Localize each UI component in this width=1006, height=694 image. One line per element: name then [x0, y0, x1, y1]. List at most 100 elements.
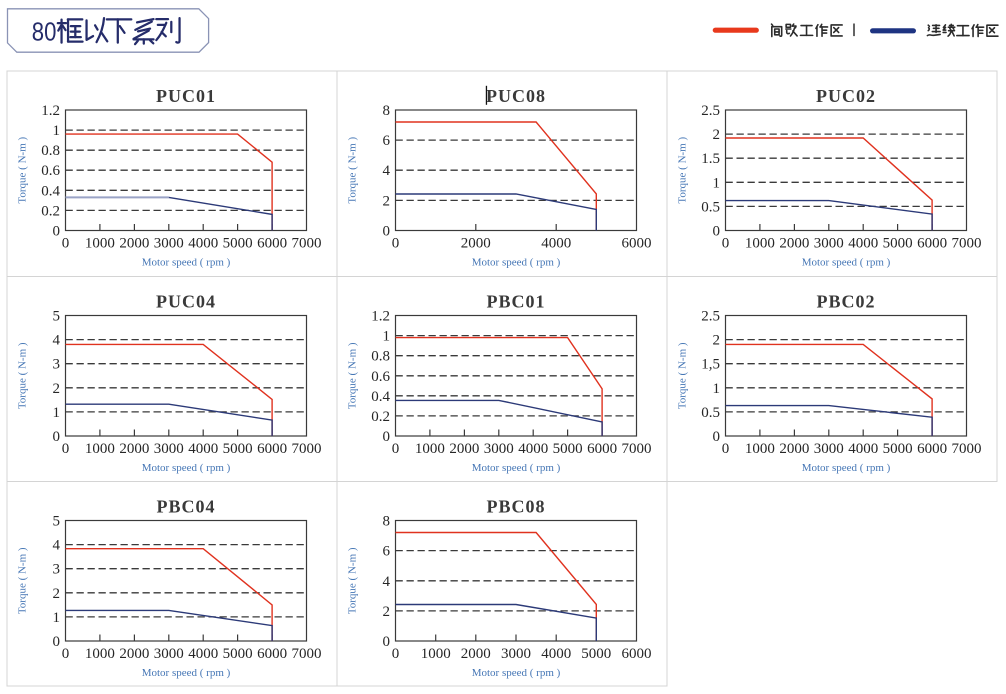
- svg-text:2000: 2000: [461, 235, 491, 251]
- svg-text:4000: 4000: [188, 235, 218, 251]
- svg-text:8: 8: [383, 514, 391, 530]
- svg-text:0.8: 0.8: [41, 143, 60, 159]
- svg-text:6000: 6000: [917, 441, 947, 457]
- svg-text:6000: 6000: [622, 235, 652, 251]
- svg-text:PUC08: PUC08: [486, 86, 546, 106]
- svg-text:3000: 3000: [154, 441, 184, 457]
- svg-text:1.2: 1.2: [371, 309, 390, 325]
- svg-text:Torque ( N-m ): Torque ( N-m ): [347, 547, 359, 614]
- svg-text:Motor speed ( rpm ): Motor speed ( rpm ): [142, 462, 231, 474]
- svg-text:5000: 5000: [223, 441, 253, 457]
- svg-text:4000: 4000: [188, 646, 218, 662]
- svg-text:PBC01: PBC01: [487, 291, 546, 311]
- svg-text:7000: 7000: [292, 235, 322, 251]
- svg-text:1000: 1000: [745, 441, 775, 457]
- svg-text:3: 3: [53, 357, 61, 373]
- svg-text:4000: 4000: [518, 441, 548, 457]
- svg-text:0: 0: [722, 235, 730, 251]
- svg-text:5000: 5000: [223, 235, 253, 251]
- svg-text:0: 0: [62, 441, 70, 457]
- svg-text:2: 2: [383, 193, 391, 209]
- svg-text:80: 80: [32, 16, 57, 46]
- svg-text:8: 8: [383, 103, 391, 119]
- svg-text:6: 6: [383, 133, 391, 149]
- svg-text:4000: 4000: [541, 646, 571, 662]
- svg-text:5000: 5000: [883, 441, 913, 457]
- svg-text:3000: 3000: [484, 441, 514, 457]
- svg-text:0: 0: [722, 441, 730, 457]
- svg-text:4000: 4000: [541, 235, 571, 251]
- svg-text:0: 0: [383, 224, 391, 240]
- svg-text:Torque ( N-m ): Torque ( N-m ): [17, 137, 29, 204]
- svg-text:Motor speed ( rpm ): Motor speed ( rpm ): [472, 257, 561, 269]
- svg-text:7000: 7000: [292, 646, 322, 662]
- svg-text:2000: 2000: [461, 646, 491, 662]
- svg-text:3000: 3000: [154, 646, 184, 662]
- svg-text:4: 4: [53, 538, 61, 554]
- svg-text:5: 5: [53, 514, 61, 530]
- svg-text:5: 5: [53, 309, 61, 325]
- svg-text:6000: 6000: [622, 646, 652, 662]
- svg-text:3000: 3000: [154, 235, 184, 251]
- svg-text:Torque ( N-m ): Torque ( N-m ): [17, 342, 29, 409]
- svg-text:0.8: 0.8: [371, 349, 390, 365]
- svg-text:Motor speed ( rpm ): Motor speed ( rpm ): [142, 257, 231, 269]
- svg-text:Torque ( N-m ): Torque ( N-m ): [347, 137, 359, 204]
- svg-text:4: 4: [383, 574, 391, 590]
- svg-text:3: 3: [53, 562, 61, 578]
- svg-text:6: 6: [383, 544, 391, 560]
- svg-text:0: 0: [383, 429, 391, 445]
- svg-text:2000: 2000: [449, 441, 479, 457]
- svg-text:1000: 1000: [85, 235, 115, 251]
- svg-text:2000: 2000: [779, 235, 809, 251]
- svg-text:5000: 5000: [581, 646, 611, 662]
- svg-text:5000: 5000: [553, 441, 583, 457]
- svg-text:1000: 1000: [745, 235, 775, 251]
- svg-text:2: 2: [53, 381, 61, 397]
- svg-text:0: 0: [392, 441, 400, 457]
- svg-text:PBC08: PBC08: [487, 496, 546, 516]
- svg-text:2000: 2000: [119, 441, 149, 457]
- svg-text:0.6: 0.6: [371, 369, 390, 385]
- svg-text:0.4: 0.4: [41, 183, 60, 199]
- svg-text:0: 0: [62, 235, 70, 251]
- svg-text:2000: 2000: [779, 441, 809, 457]
- svg-text:1000: 1000: [421, 646, 451, 662]
- svg-text:6000: 6000: [257, 235, 287, 251]
- svg-text:1: 1: [53, 405, 61, 421]
- svg-text:7000: 7000: [952, 235, 982, 251]
- svg-text:Torque ( N-m ): Torque ( N-m ): [677, 137, 689, 204]
- svg-text:PUC04: PUC04: [156, 291, 216, 311]
- svg-text:2: 2: [713, 127, 721, 143]
- svg-text:5000: 5000: [883, 235, 913, 251]
- svg-text:Motor speed ( rpm ): Motor speed ( rpm ): [472, 667, 561, 679]
- svg-text:2000: 2000: [119, 235, 149, 251]
- svg-text:4: 4: [383, 163, 391, 179]
- svg-text:7000: 7000: [292, 441, 322, 457]
- svg-text:1: 1: [713, 175, 721, 191]
- svg-text:4000: 4000: [188, 441, 218, 457]
- svg-text:1000: 1000: [415, 441, 445, 457]
- svg-text:PUC02: PUC02: [816, 86, 876, 106]
- svg-text:Motor speed ( rpm ): Motor speed ( rpm ): [802, 257, 891, 269]
- svg-text:0: 0: [713, 429, 721, 445]
- svg-text:1: 1: [53, 123, 61, 139]
- svg-text:6000: 6000: [257, 646, 287, 662]
- svg-text:1.2: 1.2: [41, 103, 60, 119]
- svg-text:2000: 2000: [119, 646, 149, 662]
- svg-text:0: 0: [53, 224, 61, 240]
- svg-text:Motor speed ( rpm ): Motor speed ( rpm ): [472, 462, 561, 474]
- svg-text:1000: 1000: [85, 646, 115, 662]
- svg-text:1000: 1000: [85, 441, 115, 457]
- svg-text:0.2: 0.2: [371, 409, 390, 425]
- svg-text:0.5: 0.5: [701, 405, 720, 421]
- svg-text:2: 2: [713, 333, 721, 349]
- svg-text:1: 1: [383, 329, 391, 345]
- svg-text:0: 0: [53, 429, 61, 445]
- svg-text:0.5: 0.5: [701, 199, 720, 215]
- svg-text:2: 2: [53, 586, 61, 602]
- svg-text:0: 0: [62, 646, 70, 662]
- svg-text:Torque ( N-m ): Torque ( N-m ): [17, 547, 29, 614]
- svg-text:Motor speed ( rpm ): Motor speed ( rpm ): [142, 667, 231, 679]
- svg-text:6000: 6000: [587, 441, 617, 457]
